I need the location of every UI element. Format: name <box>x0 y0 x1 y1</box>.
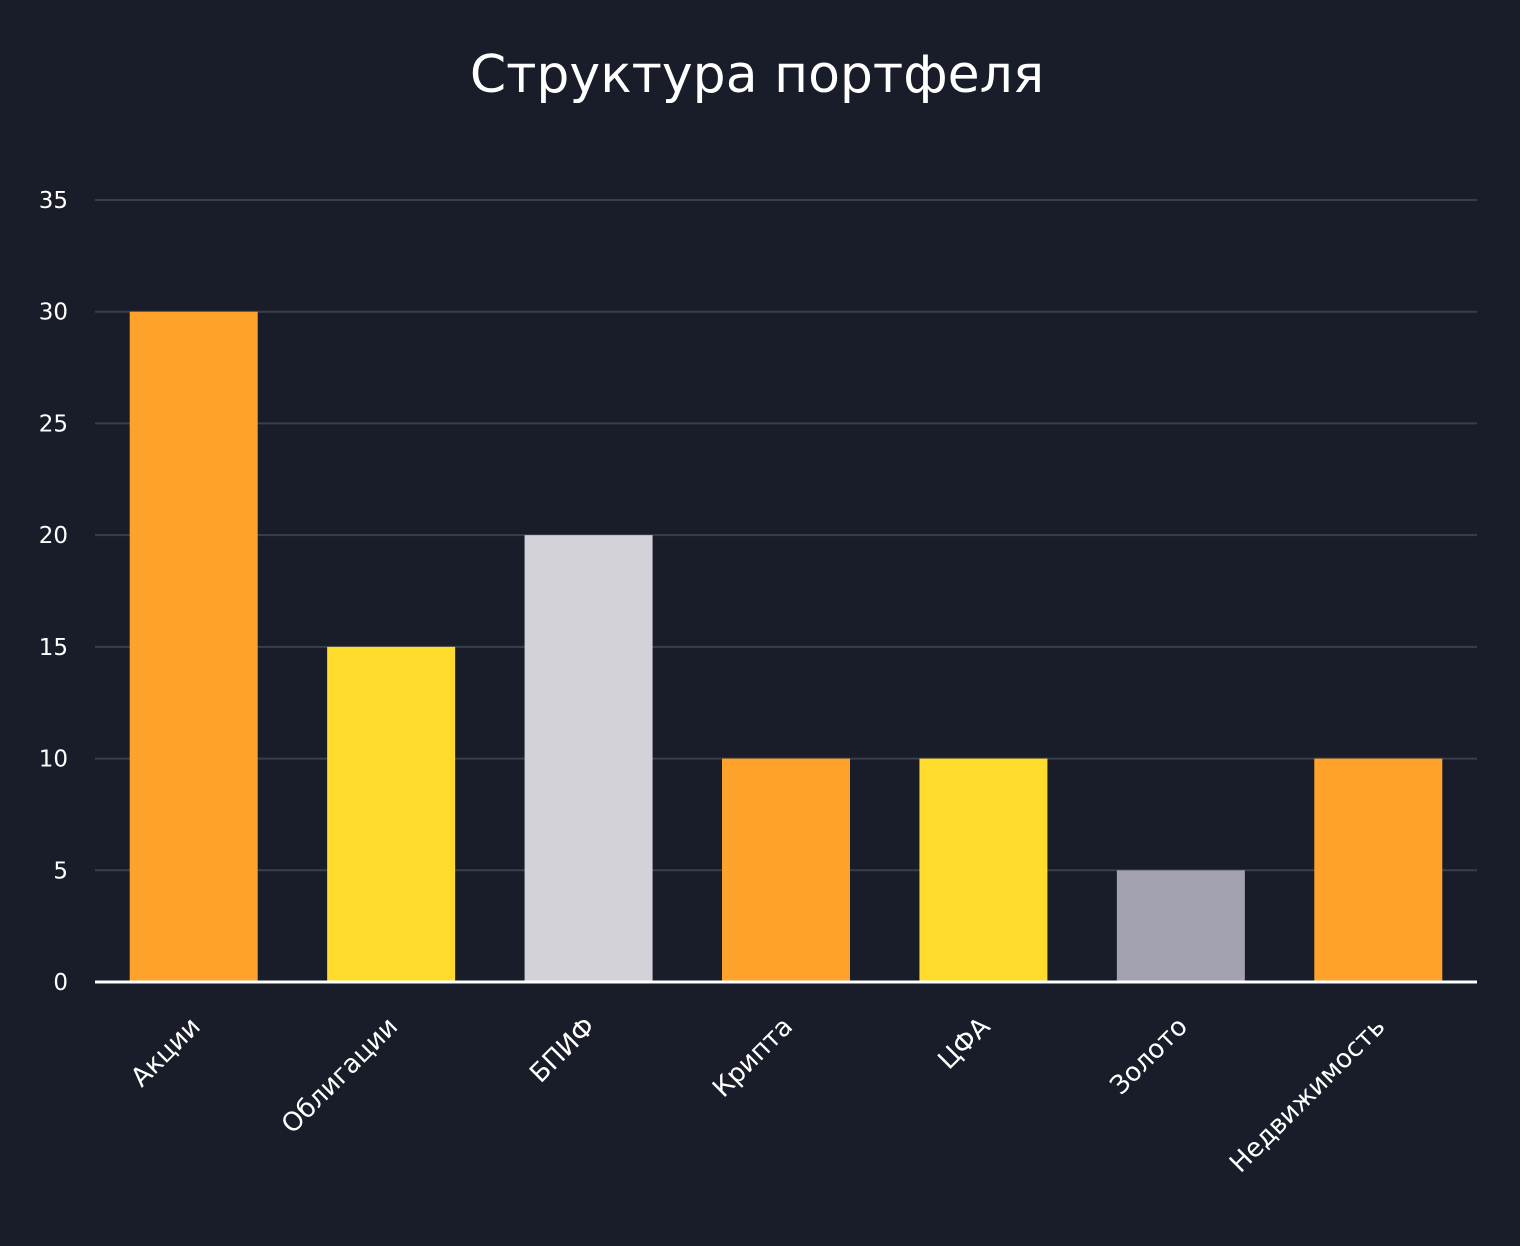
y-tick-label: 5 <box>53 858 68 884</box>
bar-5 <box>1116 870 1245 982</box>
bar-6 <box>1314 758 1443 982</box>
bars <box>129 311 1443 982</box>
bar-4 <box>919 758 1048 982</box>
chart-title: Структура портфеля <box>470 45 1044 105</box>
y-tick-label: 10 <box>39 747 68 773</box>
bar-0 <box>129 311 258 982</box>
y-axis-ticks: 0 5 10 15 20 25 30 35 <box>39 188 68 996</box>
bar-2 <box>524 535 653 982</box>
y-tick-label: 15 <box>39 635 68 661</box>
bar-3 <box>722 758 850 982</box>
y-tick-label: 0 <box>53 970 68 996</box>
y-tick-label: 35 <box>39 188 68 214</box>
bar-1 <box>327 646 456 982</box>
y-tick-label: 25 <box>39 411 68 437</box>
y-tick-label: 20 <box>39 523 68 549</box>
y-tick-label: 30 <box>39 300 68 326</box>
